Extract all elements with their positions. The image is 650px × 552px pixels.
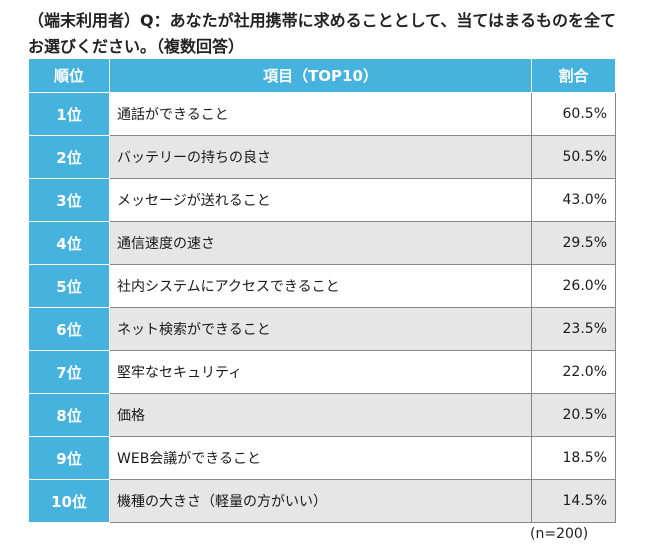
item-cell: バッテリーの持ちの良さ [109,135,532,179]
rank-cell: 8位 [28,393,110,437]
table-row: 5位 社内システムにアクセスできること 26.0% [28,264,616,308]
header-rank: 順位 [28,58,110,93]
rank-cell: 9位 [28,436,110,480]
item-cell: メッセージが送れること [109,178,532,222]
rank-cell: 7位 [28,350,110,394]
percentage-cell: 43.0% [531,178,616,222]
table-row: 7位 堅牢なセキュリティ 22.0% [28,350,616,394]
rank-cell: 3位 [28,178,110,222]
percentage-cell: 14.5% [531,479,616,523]
table-row: 8位 価格 20.5% [28,393,616,437]
rank-cell: 4位 [28,221,110,265]
percentage-cell: 20.5% [531,393,616,437]
percentage-cell: 23.5% [531,307,616,351]
table-row: 1位 通話ができること 60.5% [28,92,616,136]
item-cell: 通話ができること [109,92,532,136]
rank-cell: 2位 [28,135,110,179]
percentage-cell: 22.0% [531,350,616,394]
item-cell: ネット検索ができること [109,307,532,351]
item-cell: WEB会議ができること [109,436,532,480]
rank-cell: 10位 [28,479,110,523]
rank-cell: 5位 [28,264,110,308]
rank-cell: 6位 [28,307,110,351]
table-row: 10位 機種の大きさ（軽量の方がいい） 14.5% [28,479,616,523]
header-percentage: 割合 [531,58,616,93]
item-cell: 価格 [109,393,532,437]
percentage-cell: 50.5% [531,135,616,179]
table-row: 6位 ネット検索ができること 23.5% [28,307,616,351]
percentage-cell: 18.5% [531,436,616,480]
percentage-cell: 29.5% [531,221,616,265]
table-row: 4位 通信速度の速さ 29.5% [28,221,616,265]
item-cell: 機種の大きさ（軽量の方がいい） [109,479,532,523]
table-header-row: 順位 項目（TOP10） 割合 [28,58,616,93]
item-cell: 堅牢なセキュリティ [109,350,532,394]
percentage-cell: 26.0% [531,264,616,308]
item-cell: 社内システムにアクセスできること [109,264,532,308]
header-item: 項目（TOP10） [109,58,532,93]
sample-size-note: (n=200) [530,526,589,542]
item-cell: 通信速度の速さ [109,221,532,265]
table-row: 9位 WEB会議ができること 18.5% [28,436,616,480]
ranking-table: 順位 項目（TOP10） 割合 1位 通話ができること 60.5% 2位 バッテ… [28,58,616,523]
rank-cell: 1位 [28,92,110,136]
percentage-cell: 60.5% [531,92,616,136]
table-row: 2位 バッテリーの持ちの良さ 50.5% [28,135,616,179]
table-row: 3位 メッセージが送れること 43.0% [28,178,616,222]
question-title: （端末利用者）Q：あなたが社用携帯に求めることとして、当てはまるものを全てお選び… [28,11,617,56]
